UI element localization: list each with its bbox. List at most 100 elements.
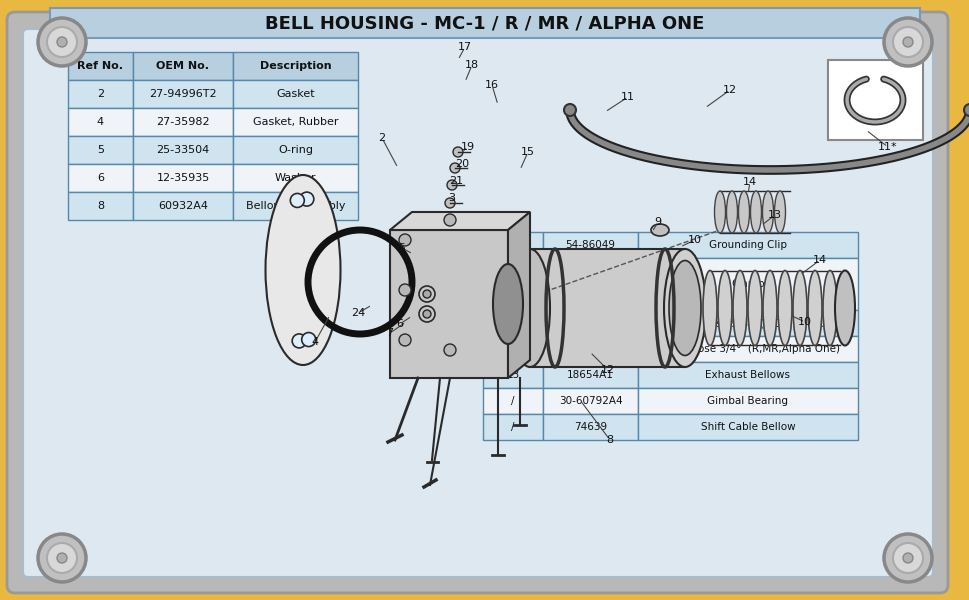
- Text: Grounding Clip: Grounding Clip: [708, 240, 786, 250]
- Text: 10,12,14: 10,12,14: [489, 279, 536, 289]
- Circle shape: [57, 553, 67, 563]
- Bar: [483, 310, 543, 336]
- Circle shape: [902, 37, 912, 47]
- Bar: [638, 310, 858, 336]
- Text: Water Hose 3/4°  (R,MR,Alpha One): Water Hose 3/4° (R,MR,Alpha One): [655, 344, 839, 354]
- Text: 7: 7: [386, 328, 393, 338]
- Text: 5: 5: [398, 243, 405, 253]
- Text: 27-35982: 27-35982: [156, 117, 209, 127]
- Circle shape: [47, 543, 77, 573]
- Text: 24: 24: [351, 308, 364, 318]
- Circle shape: [419, 286, 434, 302]
- Text: 13: 13: [506, 370, 519, 380]
- Circle shape: [301, 332, 315, 347]
- Bar: [543, 336, 638, 362]
- Circle shape: [563, 104, 576, 116]
- Bar: [133, 80, 233, 108]
- Bar: [233, 164, 358, 192]
- Circle shape: [445, 198, 454, 208]
- Circle shape: [419, 306, 434, 322]
- Circle shape: [47, 27, 77, 57]
- Text: 8: 8: [97, 201, 104, 211]
- Text: Gimbal Bearing: Gimbal Bearing: [706, 396, 788, 406]
- Ellipse shape: [717, 271, 732, 346]
- Ellipse shape: [726, 191, 736, 233]
- Text: 6: 6: [97, 173, 104, 183]
- Text: Description: Description: [260, 61, 331, 71]
- Bar: [543, 388, 638, 414]
- Ellipse shape: [777, 271, 791, 346]
- Bar: [133, 164, 233, 192]
- Text: 2: 2: [378, 133, 385, 143]
- Text: 2: 2: [97, 89, 104, 99]
- Bar: [233, 80, 358, 108]
- Text: Shift Cable Bellow: Shift Cable Bellow: [700, 422, 795, 432]
- Text: 74639: 74639: [574, 422, 607, 432]
- Ellipse shape: [834, 271, 854, 346]
- Bar: [483, 388, 543, 414]
- Text: 21: 21: [449, 176, 462, 186]
- Circle shape: [38, 18, 86, 66]
- Bar: [233, 52, 358, 80]
- Text: 17: 17: [457, 42, 472, 52]
- FancyBboxPatch shape: [7, 12, 947, 593]
- Bar: [543, 310, 638, 336]
- Bar: [133, 192, 233, 220]
- Text: O-ring: O-ring: [278, 145, 313, 155]
- Ellipse shape: [714, 191, 725, 233]
- Text: Washer: Washer: [274, 173, 316, 183]
- Bar: [483, 232, 543, 258]
- Bar: [529, 249, 684, 367]
- Text: /: /: [511, 422, 515, 432]
- Bar: [543, 414, 638, 440]
- Bar: [638, 336, 858, 362]
- Ellipse shape: [773, 191, 785, 233]
- Bar: [543, 258, 638, 310]
- Bar: [828, 60, 922, 140]
- Text: BELL HOUSING - MC-1 / R / MR / ALPHA ONE: BELL HOUSING - MC-1 / R / MR / ALPHA ONE: [266, 14, 703, 32]
- Bar: [543, 362, 638, 388]
- Circle shape: [447, 180, 456, 190]
- Text: 14: 14: [812, 255, 827, 265]
- Ellipse shape: [807, 271, 821, 346]
- Ellipse shape: [737, 191, 749, 233]
- Text: 3: 3: [448, 193, 455, 203]
- Text: 12: 12: [722, 85, 736, 95]
- Text: 12-35935: 12-35935: [156, 173, 209, 183]
- Text: Ref No.: Ref No.: [78, 61, 123, 71]
- Text: 18654A1: 18654A1: [567, 370, 613, 380]
- Text: 8: 8: [606, 435, 613, 445]
- Ellipse shape: [747, 271, 762, 346]
- Text: 60932A4: 60932A4: [158, 201, 207, 211]
- Text: 54-86049: 54-86049: [565, 240, 615, 250]
- Text: 9: 9: [509, 240, 516, 250]
- Bar: [68, 164, 133, 192]
- Text: 10: 10: [687, 235, 702, 245]
- Text: 16: 16: [484, 80, 498, 90]
- Bar: [133, 136, 233, 164]
- Bar: [483, 414, 543, 440]
- Text: 11*: 11*: [877, 142, 897, 152]
- Ellipse shape: [733, 271, 746, 346]
- Polygon shape: [390, 212, 529, 230]
- Text: Exhaust Bellows: Exhaust Bellows: [704, 370, 790, 380]
- Ellipse shape: [762, 191, 772, 233]
- Ellipse shape: [492, 264, 522, 344]
- Text: 12: 12: [601, 365, 614, 375]
- Ellipse shape: [266, 175, 340, 365]
- Text: 20: 20: [454, 159, 469, 169]
- Circle shape: [398, 334, 411, 346]
- Bar: [68, 192, 133, 220]
- Ellipse shape: [664, 249, 705, 367]
- Circle shape: [450, 163, 459, 173]
- Ellipse shape: [650, 224, 669, 236]
- Text: 11*: 11*: [503, 344, 521, 354]
- Text: 54-815504: 54-815504: [564, 274, 616, 284]
- Text: Bellows Assembly: Bellows Assembly: [245, 201, 345, 211]
- Bar: [483, 336, 543, 362]
- Ellipse shape: [763, 271, 776, 346]
- Text: 9: 9: [654, 217, 661, 227]
- Ellipse shape: [793, 271, 806, 346]
- Circle shape: [422, 290, 430, 298]
- Ellipse shape: [669, 260, 701, 355]
